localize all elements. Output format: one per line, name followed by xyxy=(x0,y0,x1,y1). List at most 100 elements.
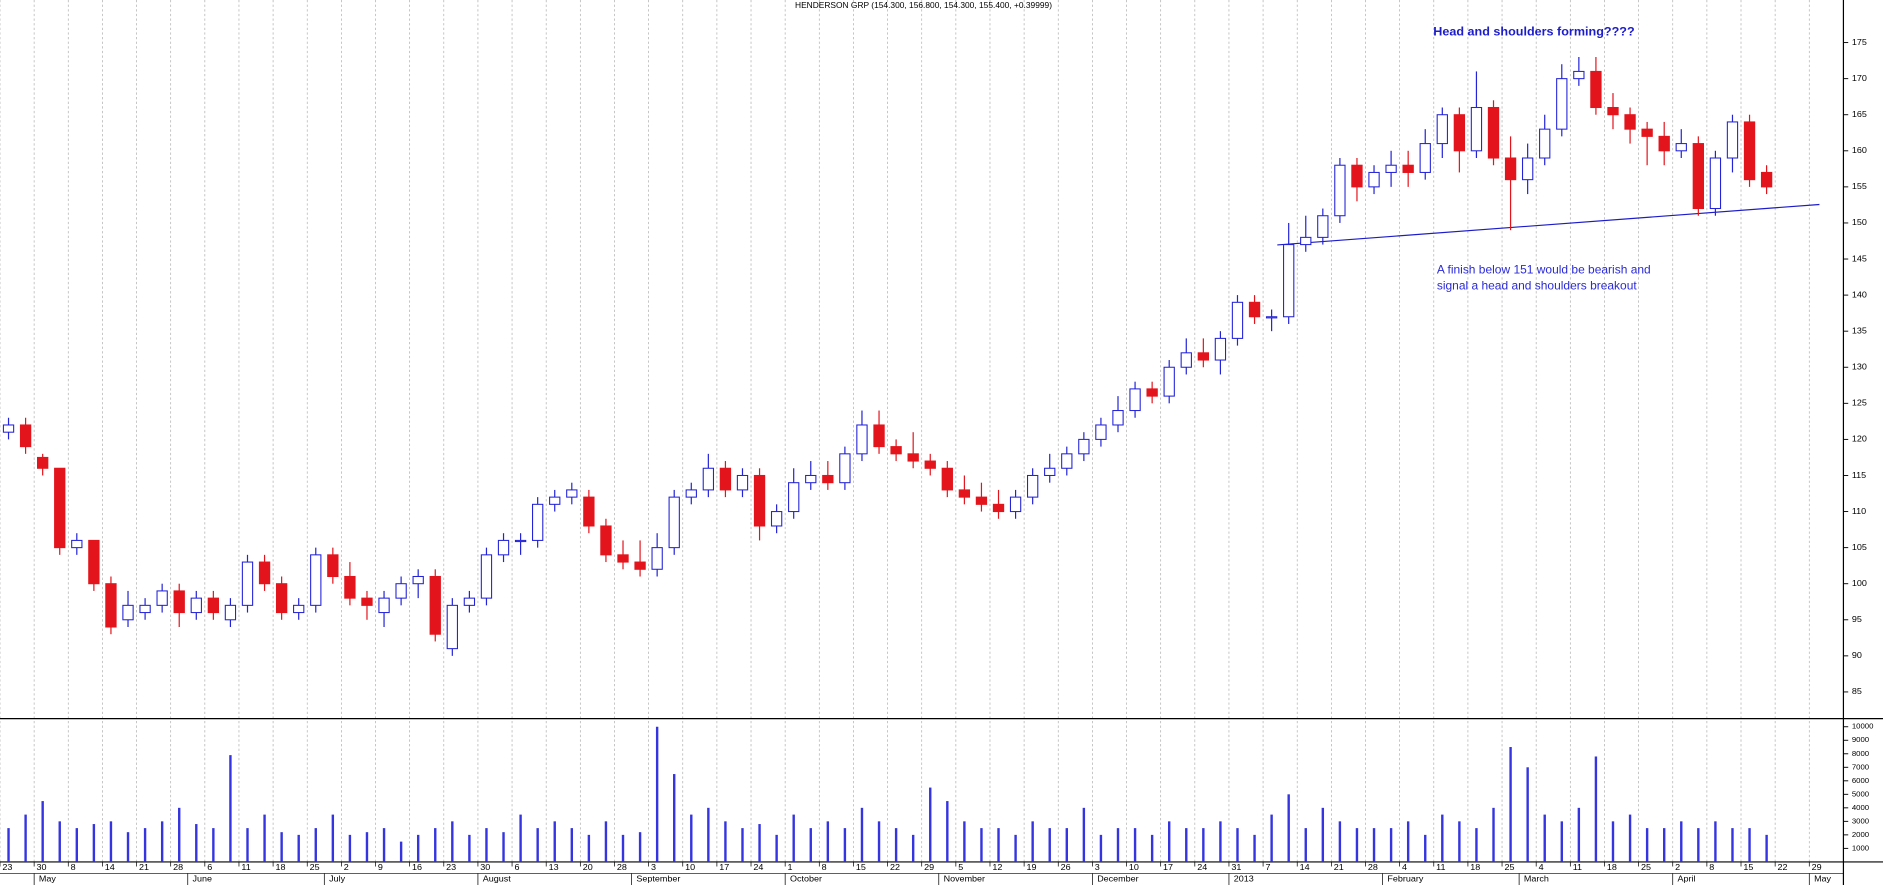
month-label: June xyxy=(193,874,213,884)
x-tick-label: 24 xyxy=(753,862,763,872)
volume-bar xyxy=(1355,828,1359,862)
candle-body xyxy=(1692,143,1704,210)
volume-bar xyxy=(1697,828,1700,862)
x-tick-label: 20 xyxy=(583,862,593,872)
y-tick-label: 115 xyxy=(1852,470,1866,480)
volume-bar xyxy=(860,807,864,862)
annotation-note: A finish below 151 would be bearish and xyxy=(1437,264,1651,277)
volume-bar xyxy=(1543,814,1546,862)
volume-bar xyxy=(1031,821,1034,862)
volume-bar xyxy=(126,832,130,862)
y-tick-label: 95 xyxy=(1852,614,1862,624)
x-tick-label: 19 xyxy=(1027,862,1037,872)
candle-body xyxy=(532,503,544,541)
candle-body xyxy=(1402,164,1414,173)
candle-body xyxy=(105,583,117,628)
candle-body xyxy=(1607,106,1619,116)
volume-bar xyxy=(1270,814,1273,862)
y-tick-label: 105 xyxy=(1852,542,1867,552)
month-label: November xyxy=(944,874,986,884)
volume-bar xyxy=(160,821,164,862)
candle-body xyxy=(207,597,220,614)
candle-body xyxy=(736,474,749,491)
volume-bar xyxy=(1526,767,1529,862)
candle-body xyxy=(1539,128,1551,159)
x-tick-label: 8 xyxy=(822,862,827,872)
candle-body xyxy=(429,575,441,635)
candle-body xyxy=(190,597,202,614)
candle-body xyxy=(224,604,237,621)
candle-body xyxy=(856,424,868,455)
x-tick-label: 3 xyxy=(1095,862,1100,872)
volume-bar xyxy=(1372,828,1376,862)
volume-bar xyxy=(434,828,437,862)
month-label: April xyxy=(1678,874,1696,884)
candle-body xyxy=(668,496,680,549)
candle-body xyxy=(788,482,800,513)
volume-bar xyxy=(1065,828,1068,862)
volume-bar xyxy=(24,814,27,862)
candle-body xyxy=(1351,164,1363,188)
candle-body xyxy=(1300,236,1312,246)
candle-body xyxy=(1487,106,1500,159)
candle-body xyxy=(1146,388,1158,397)
volume-bar xyxy=(963,821,966,862)
candle-body xyxy=(344,575,356,599)
candle-body xyxy=(1248,301,1261,318)
volume-bar xyxy=(894,828,898,862)
candle-body xyxy=(583,496,595,527)
month-label: October xyxy=(790,874,822,884)
x-tick-label: 24 xyxy=(1197,862,1207,872)
volume-bar xyxy=(809,828,812,862)
volume-bar xyxy=(1048,828,1051,862)
volume-bar xyxy=(1014,834,1017,862)
x-tick-label: 4 xyxy=(1539,862,1544,872)
x-tick-label: 21 xyxy=(1334,862,1344,872)
volume-bar xyxy=(724,821,727,862)
volume-bar xyxy=(758,824,761,862)
candle-body xyxy=(805,474,817,484)
volume-bar xyxy=(1714,821,1717,862)
candle-body xyxy=(293,604,305,614)
x-tick-label: 31 xyxy=(1231,862,1241,872)
x-tick-label: 17 xyxy=(719,862,729,872)
volume-bar xyxy=(485,828,488,862)
candle-body xyxy=(1317,215,1329,238)
annotation-note: signal a head and shoulders breakout xyxy=(1437,280,1638,293)
volume-bar xyxy=(553,821,556,862)
candle-body xyxy=(1470,106,1483,152)
y-tick-label: 140 xyxy=(1852,290,1867,300)
candle-body xyxy=(651,547,663,570)
volume-bar xyxy=(980,828,983,862)
volume-tick-label: 6000 xyxy=(1852,776,1869,785)
volume-bar xyxy=(502,832,505,862)
candle-body xyxy=(1044,467,1056,476)
volume-bar xyxy=(212,828,215,862)
candle-body xyxy=(395,583,407,599)
x-tick-label: 25 xyxy=(1504,862,1514,872)
candle-body xyxy=(1419,143,1431,173)
volume-bar xyxy=(946,801,949,862)
x-tick-label: 22 xyxy=(890,862,900,872)
candle-body xyxy=(327,554,339,578)
x-tick-label: 21 xyxy=(139,862,149,872)
y-tick-label: 130 xyxy=(1852,362,1867,372)
volume-bar xyxy=(1441,814,1444,862)
candle-body xyxy=(1061,453,1073,469)
candle-body xyxy=(2,424,15,433)
x-tick-label: 28 xyxy=(1368,862,1378,872)
x-tick-label: 18 xyxy=(1607,862,1617,872)
y-tick-label: 175 xyxy=(1852,37,1867,47)
x-tick-label: 23 xyxy=(446,862,456,872)
x-tick-label: 12 xyxy=(992,862,1002,872)
candle-body xyxy=(310,554,322,606)
candle-body xyxy=(514,539,527,543)
candle-body xyxy=(1743,121,1756,181)
volume-tick-label: 1000 xyxy=(1852,843,1869,852)
month-label: September xyxy=(636,874,680,884)
volume-bar xyxy=(331,814,335,862)
candle-body xyxy=(1760,171,1773,188)
y-tick-label: 165 xyxy=(1852,109,1867,119)
x-tick-label: 3 xyxy=(651,862,656,872)
candle-body xyxy=(1026,474,1039,498)
